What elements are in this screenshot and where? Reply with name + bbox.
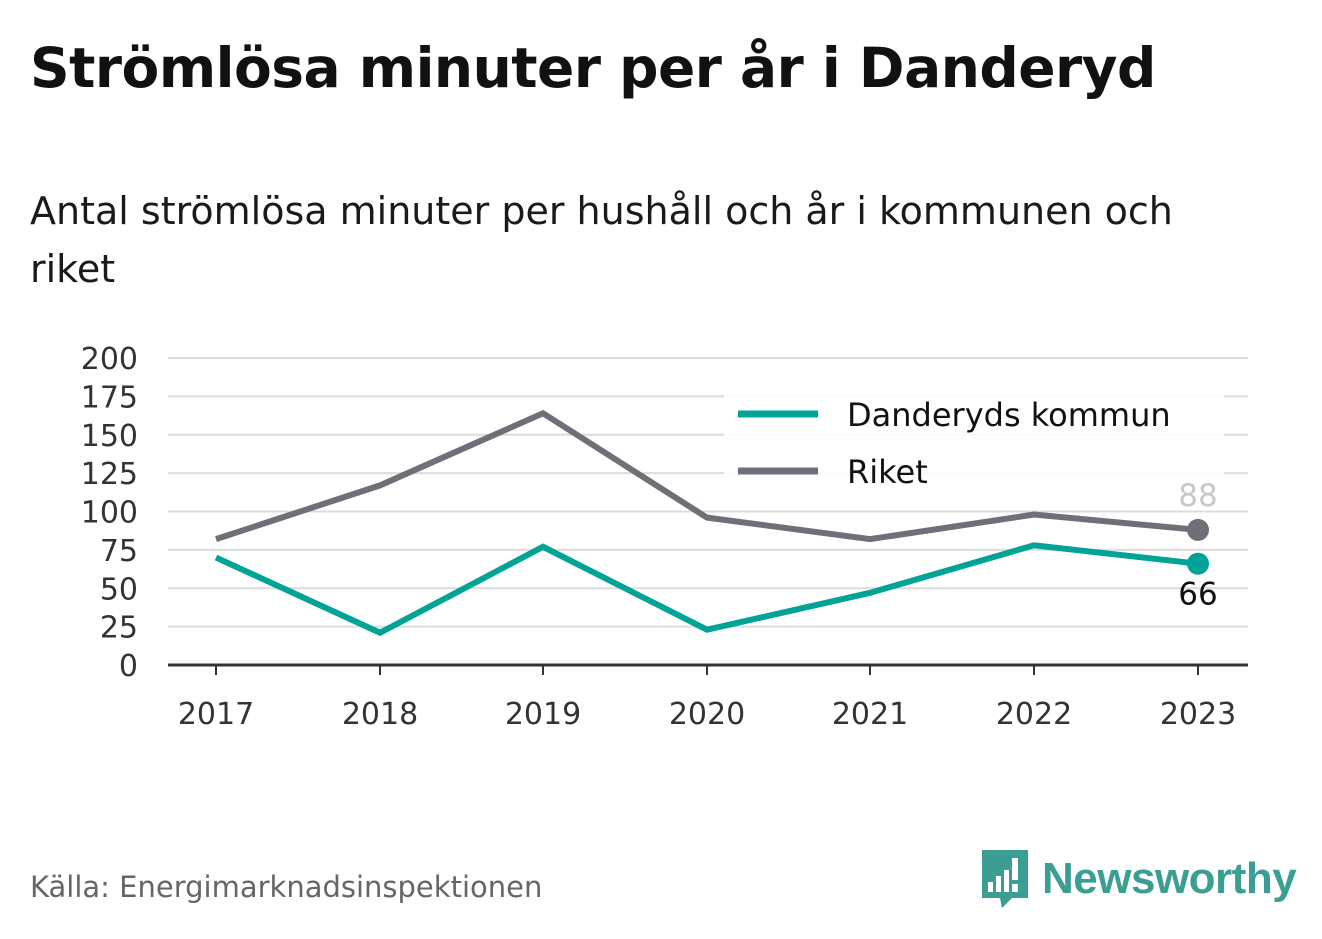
series-line-riket <box>215 409 1199 543</box>
y-tick-label: 75 <box>100 534 138 569</box>
end-label-riket: 88 <box>1178 478 1217 514</box>
end-point <box>1187 552 1209 575</box>
x-tick-label: 2023 <box>1160 697 1236 732</box>
y-tick-label: 0 <box>119 649 138 684</box>
end-point <box>1187 518 1209 541</box>
y-tick-label: 200 <box>81 342 138 377</box>
end-label-danderyd: 66 <box>1178 577 1217 613</box>
series-lines <box>214 409 1209 637</box>
chart-title: Strömlösa minuter per år i Danderyd <box>30 36 1156 100</box>
series-line-danderyd <box>214 542 1199 637</box>
x-tick-label: 2022 <box>996 697 1072 732</box>
y-tick-label: 125 <box>81 457 138 492</box>
y-tick-label: 100 <box>81 496 138 531</box>
x-tick-label: 2021 <box>832 697 908 732</box>
x-tick-label: 2018 <box>342 697 418 732</box>
end-labels: 66 88 <box>1178 478 1217 613</box>
x-tick-label: 2017 <box>178 697 254 732</box>
x-tick-label: 2020 <box>669 697 745 732</box>
source-note: Källa: Energimarknadsinspektionen <box>30 870 543 904</box>
legend-label: Riket <box>847 453 928 491</box>
legend-label: Danderyds kommun <box>847 396 1171 434</box>
y-tick-label: 150 <box>81 419 138 454</box>
x-axis: 2017 2018 2019 2020 2021 2022 2023 <box>168 663 1248 732</box>
y-tick-label: 175 <box>81 380 138 415</box>
y-tick-label: 25 <box>100 611 138 646</box>
newsworthy-logo-icon <box>982 850 1028 908</box>
chart-subtitle: Antal strömlösa minuter per hushåll och … <box>30 189 1173 291</box>
brand-name: Newsworthy <box>1042 854 1297 903</box>
brand-logo: Newsworthy <box>980 848 1297 910</box>
y-tick-label: 50 <box>100 572 138 607</box>
x-tick-label: 2019 <box>505 697 581 732</box>
legend-background <box>724 392 1224 502</box>
legend: Danderyds kommun Riket <box>724 392 1224 502</box>
